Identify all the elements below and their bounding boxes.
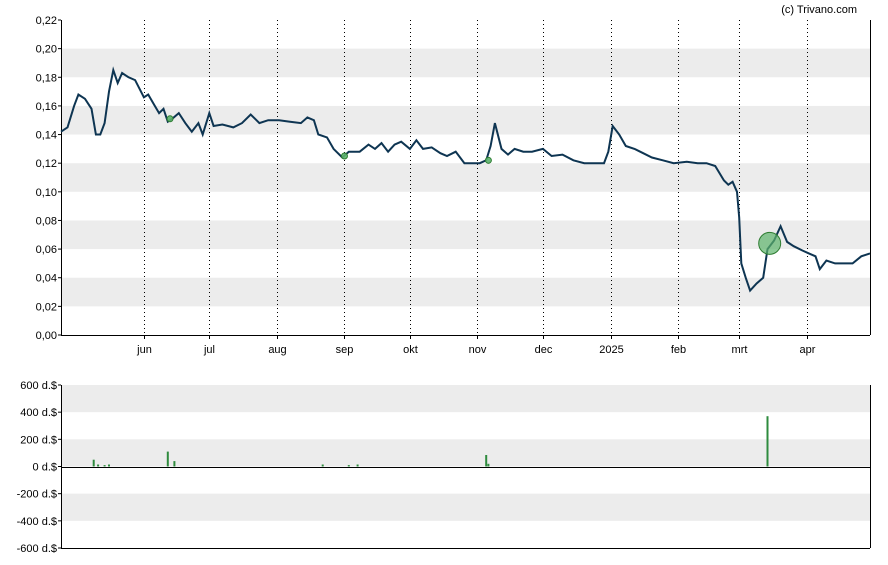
volume-band [61, 439, 870, 467]
volume-bar [347, 465, 350, 467]
volume-bar [321, 464, 324, 467]
price-x-tick-label: mrt [732, 344, 748, 356]
volume-bar [485, 455, 488, 467]
volume-y-tick-label: -600 d.$ [17, 543, 57, 555]
price-band [61, 277, 870, 307]
trade-marker [340, 152, 348, 160]
price-y-tick-label: 0,02 [36, 301, 57, 313]
volume-y-ticks: 600 d.$ 400 d.$ 200 d.$ 0 d.$ -200 d.$ -400 d… [17, 380, 61, 555]
price-y-tick-label: 0,16 [36, 101, 57, 113]
price-axes [61, 20, 871, 336]
trade-marker [166, 115, 174, 123]
volume-y-tick-label: 200 d.$ [20, 434, 57, 446]
volume-bar [166, 451, 169, 467]
volume-bar [173, 461, 176, 467]
price-y-tick-label: 0,14 [36, 130, 57, 142]
volume-bar [92, 459, 95, 467]
price-markers [166, 115, 782, 255]
volume-band [61, 385, 870, 413]
price-y-tick-label: 0,10 [36, 187, 57, 199]
volume-y-tick-label: 400 d.$ [20, 407, 57, 419]
volume-y-tick-label: 600 d.$ [20, 380, 57, 392]
price-x-tick-label: feb [671, 344, 686, 356]
volume-bar [356, 464, 359, 467]
price-y-ticks: 0,00 0,02 0,04 0,06 0,08 0,10 0,12 0,14 0,16 0,18… [36, 15, 61, 342]
price-band [61, 220, 870, 250]
volume-bar [487, 463, 490, 467]
price-x-tick-label: jul [203, 344, 215, 356]
volume-bar [108, 464, 110, 467]
trade-marker [758, 231, 782, 255]
volume-axes [61, 385, 871, 549]
price-x-tick-label: okt [403, 344, 418, 356]
price-line [60, 66, 871, 293]
price-band [61, 163, 870, 192]
price-y-tick-label: 0,12 [36, 158, 57, 170]
price-x-tick-label: apr [800, 344, 816, 356]
volume-band [61, 493, 870, 521]
price-y-tick-label: 0,20 [36, 44, 57, 56]
price-chart: 0,00 0,02 0,04 0,06 0,08 0,10 0,12 0,14 0,16 0,18… [36, 4, 871, 356]
price-y-tick-label: 0,04 [36, 273, 57, 285]
volume-y-tick-label: -400 d.$ [17, 516, 57, 528]
price-x-tick-label: nov [469, 344, 487, 356]
price-x-tick-label: aug [268, 344, 286, 356]
price-band [61, 105, 870, 135]
price-x-ticks: jun jul aug sep okt nov dec 2025 feb mrt apr [136, 335, 816, 356]
price-x-tick-label: jun [136, 344, 152, 356]
price-x-tick-label: dec [535, 344, 553, 356]
volume-bar [766, 416, 769, 467]
price-vertical-grid [144, 20, 808, 335]
volume-chart: 600 d.$ 400 d.$ 200 d.$ 0 d.$ -200 d.$ -400 d… [17, 380, 871, 555]
price-y-tick-label: 0,22 [36, 15, 57, 27]
price-y-tick-label: 0,08 [36, 215, 57, 227]
volume-y-tick-label: 0 d.$ [33, 462, 57, 474]
volume-bar [103, 465, 106, 467]
volume-bars [92, 416, 769, 467]
price-band [61, 48, 870, 78]
price-y-tick-label: 0,00 [36, 330, 57, 342]
credit-label: (c) Trivano.com [781, 4, 857, 16]
volume-bands [61, 385, 870, 521]
price-bands [61, 48, 870, 307]
trade-marker [484, 156, 492, 164]
price-y-tick-label: 0,06 [36, 244, 57, 256]
volume-bar [97, 464, 100, 467]
price-x-tick-label: 2025 [599, 344, 623, 356]
price-x-tick-label: sep [336, 344, 354, 356]
price-y-tick-label: 0,18 [36, 72, 57, 84]
volume-y-tick-label: -200 d.$ [17, 489, 57, 501]
